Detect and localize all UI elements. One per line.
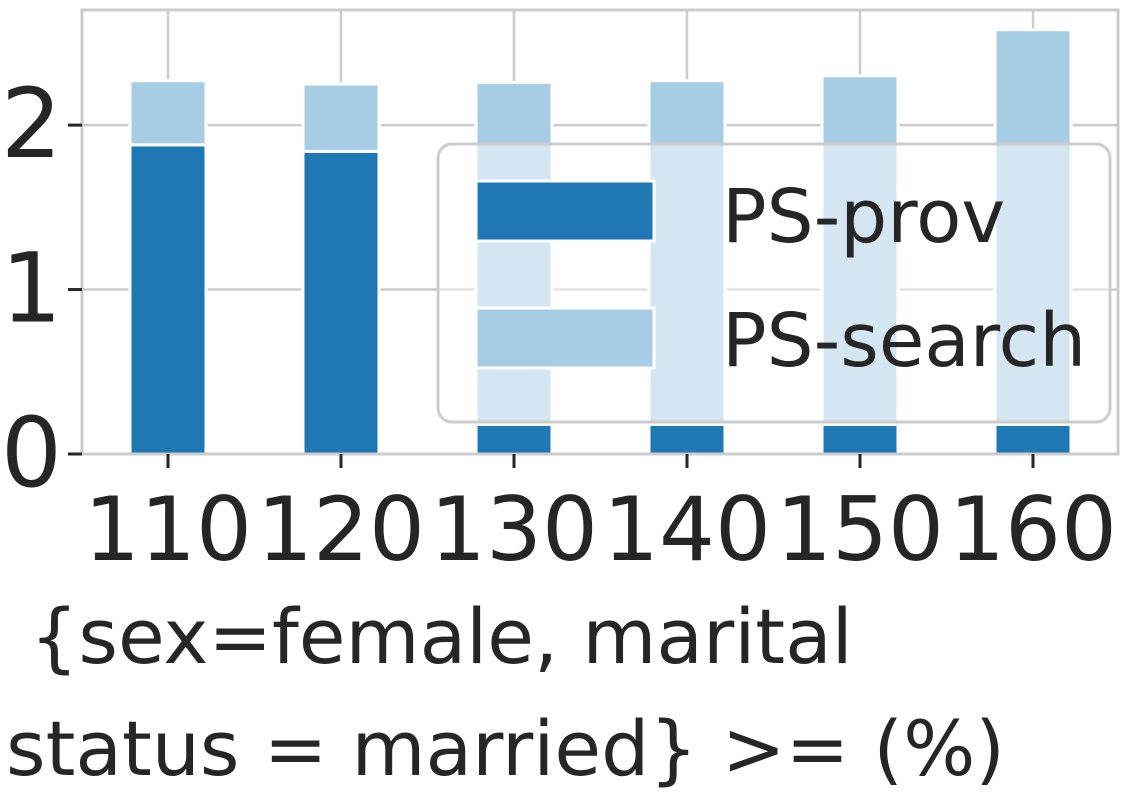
legend-label-ps-search: PS-search [722,298,1086,384]
bar-ps-prov-150 [820,422,900,456]
x-tick-label: 160 [949,478,1117,581]
x-axis: 110 120 130 140 150 160 [84,454,1117,581]
legend-label-ps-prov: PS-prov [722,174,1005,260]
y-tick-label: 2 [1,68,62,180]
y-tick-label: 0 [1,397,62,509]
x-axis-label-line-1: {sex=female, marital [30,592,853,681]
y-tick-label: 1 [1,233,62,345]
bar-ps-search-110 [128,79,208,147]
x-tick-label: 110 [84,478,252,581]
plot-frame [80,8,1120,456]
x-tick-label: 130 [430,478,598,581]
bar-ps-search-120 [301,82,381,153]
bar-ps-prov-110 [128,143,208,456]
legend-swatch-ps-search [474,306,656,370]
bar-ps-prov-160 [993,422,1073,456]
x-tick-label: 150 [776,478,944,581]
legend-swatch-ps-prov [474,179,656,243]
x-tick-label: 120 [257,478,425,581]
bar-ps-prov-120 [301,149,381,456]
legend: PS-prov PS-search [436,142,1112,424]
bar-ps-prov-130 [474,422,554,456]
y-axis: 0 1 2 [1,68,82,509]
x-tick-label: 140 [603,478,771,581]
bar-ps-prov-140 [647,422,727,456]
x-axis-label-line-2: status = married} >= (%) [6,704,1005,793]
